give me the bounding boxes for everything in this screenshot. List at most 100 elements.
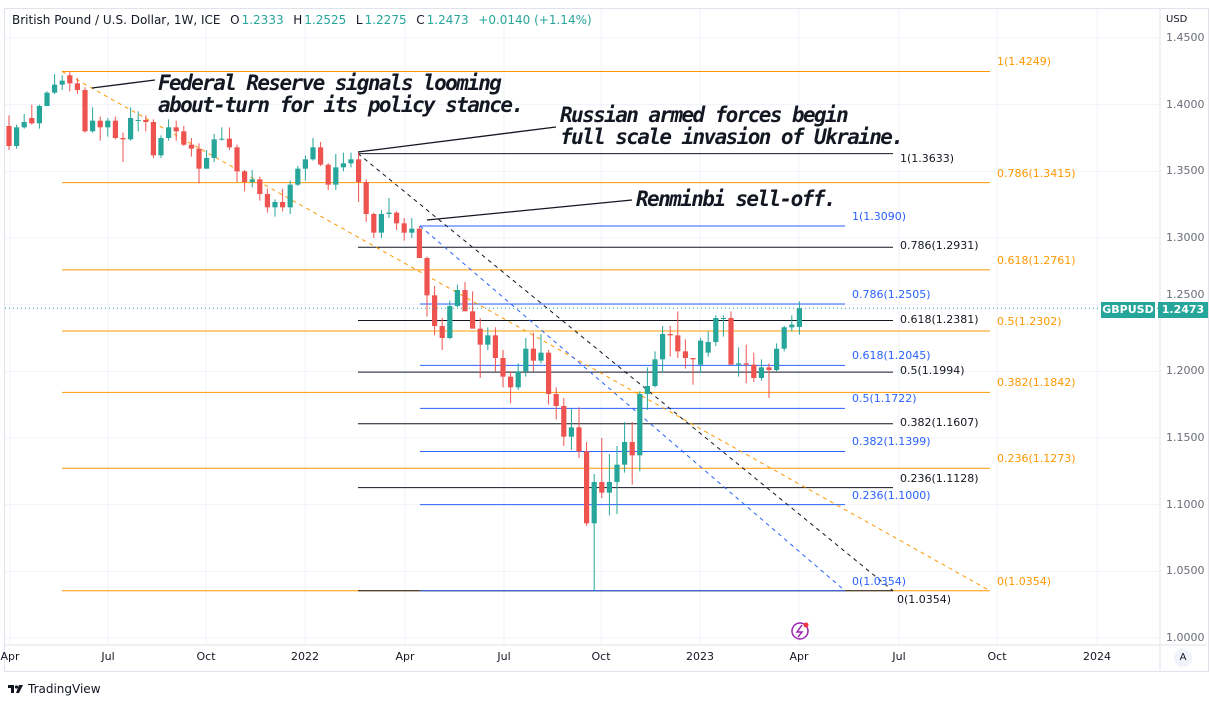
candle-body	[546, 352, 552, 394]
legend-high: 1.2525	[304, 13, 347, 27]
candle-body	[424, 257, 430, 296]
candle-body	[249, 179, 255, 182]
candle-body	[120, 137, 126, 140]
candle-body	[789, 324, 795, 328]
candle-body	[629, 441, 635, 456]
fib-level-label: 0.382(1.1842)	[997, 376, 1076, 390]
candle-body	[188, 144, 194, 149]
fib-level-label: 0.236(1.1128)	[900, 471, 979, 485]
candle-body	[584, 451, 590, 524]
annotation-line: about-turn for its policy stance.	[158, 93, 524, 117]
candle-body	[295, 168, 301, 185]
candle-body	[660, 333, 666, 360]
candle-body	[751, 364, 757, 378]
candle-body	[348, 159, 354, 164]
annotation-pointer	[357, 126, 557, 153]
candle-body	[667, 333, 673, 336]
candle-body	[644, 385, 650, 394]
candle-body	[432, 295, 438, 326]
candle-body	[713, 317, 719, 342]
fib-level-label: 0.382(1.1607)	[900, 415, 979, 429]
candle-body	[302, 159, 308, 169]
candle-body	[371, 213, 377, 233]
auto-scale-button[interactable]: A	[1174, 649, 1192, 667]
fib-level-label: 0.786(1.3415)	[997, 166, 1076, 180]
candle-body	[272, 201, 278, 208]
time-tick-label: 2022	[291, 650, 319, 663]
symbol-tag: GBPUSD	[1101, 302, 1155, 318]
candle-body	[515, 371, 521, 388]
candle-body	[796, 308, 802, 327]
fib-level-label: 0(1.0354)	[852, 574, 907, 588]
candle-body	[766, 367, 772, 370]
legend-low-label: L	[355, 13, 363, 27]
price-tick-label: 1.3000	[1166, 230, 1205, 244]
legend-close-label: C	[416, 13, 425, 27]
time-tick-label: Apr	[395, 650, 415, 663]
fib-trendline-blue	[419, 225, 846, 592]
candle-body	[470, 311, 476, 329]
annotation-russia[interactable]: Russian armed forces begin full scale in…	[560, 104, 904, 149]
candle-body	[781, 327, 787, 349]
candle-body	[378, 213, 384, 233]
time-tick-label: Oct	[987, 650, 1007, 663]
candle-body	[310, 147, 316, 160]
candle-body	[758, 367, 764, 378]
fib-level-label: 0.618(1.2381)	[900, 312, 979, 326]
fib-level-label: 1(1.3633)	[900, 151, 955, 165]
candle-body	[591, 481, 597, 524]
candle-body	[568, 427, 574, 437]
candle-body	[340, 163, 346, 168]
legend-open: 1.2333	[241, 13, 284, 27]
candle-body	[234, 147, 240, 172]
fib-level-label: 0.786(1.2931)	[900, 239, 979, 253]
candle-body	[363, 181, 369, 214]
candle-body	[196, 148, 202, 169]
price-tick-label: 1.1000	[1166, 497, 1205, 511]
candle-body	[447, 305, 453, 338]
candle-body	[637, 393, 643, 456]
candle-body	[530, 348, 536, 361]
candle-body	[67, 75, 73, 84]
fib-level-label: 0.786(1.2505)	[852, 287, 931, 301]
candle-body	[576, 427, 582, 452]
annotation-line: Federal Reserve signals looming	[158, 71, 502, 95]
time-tick-label: Apr	[789, 650, 809, 663]
brand-name: TradingView	[28, 682, 101, 696]
candle-body	[105, 120, 111, 128]
candle-body	[21, 121, 27, 128]
chart-legend: British Pound / U.S. Dollar, 1W, ICE O 1.…	[12, 13, 594, 27]
candle-body	[242, 171, 248, 182]
candle-body	[181, 131, 187, 145]
annotation-renminbi[interactable]: Renminbi sell-off.	[636, 187, 836, 211]
fib-level-label: 1(1.3090)	[852, 209, 907, 223]
fib-level-label: 0(1.0354)	[897, 592, 952, 606]
candle-body	[59, 80, 65, 85]
time-tick-label: Apr	[0, 650, 20, 663]
candle-body	[508, 376, 514, 388]
candle-body	[485, 335, 491, 345]
candle-body	[675, 335, 681, 352]
candle-body	[561, 405, 567, 437]
tradingview-logo[interactable]: TradingView	[8, 682, 101, 696]
candle-body	[29, 117, 35, 124]
price-tick-label: 1.0000	[1166, 630, 1205, 644]
candle-body	[36, 105, 42, 124]
candle-body	[219, 138, 225, 140]
candle-body	[280, 201, 286, 208]
price-tick-label: 1.2000	[1166, 364, 1205, 378]
fib-level-label: 0.5(1.1722)	[852, 392, 917, 406]
annotation-line: Renminbi sell-off.	[636, 187, 836, 211]
candle-body	[720, 317, 726, 319]
time-tick-label: Jul	[101, 650, 115, 663]
candle-body	[135, 119, 141, 121]
annotation-fed[interactable]: Federal Reserve signals looming about-tu…	[158, 71, 524, 117]
candle-body	[143, 119, 149, 122]
legend-close: 1.2473	[426, 13, 469, 27]
candle-body	[690, 357, 696, 360]
annotation-pointer	[426, 199, 633, 221]
candle-body	[394, 212, 400, 224]
candle-body	[14, 127, 20, 146]
annotation-line: full scale invasion of Ukraine.	[560, 125, 904, 149]
